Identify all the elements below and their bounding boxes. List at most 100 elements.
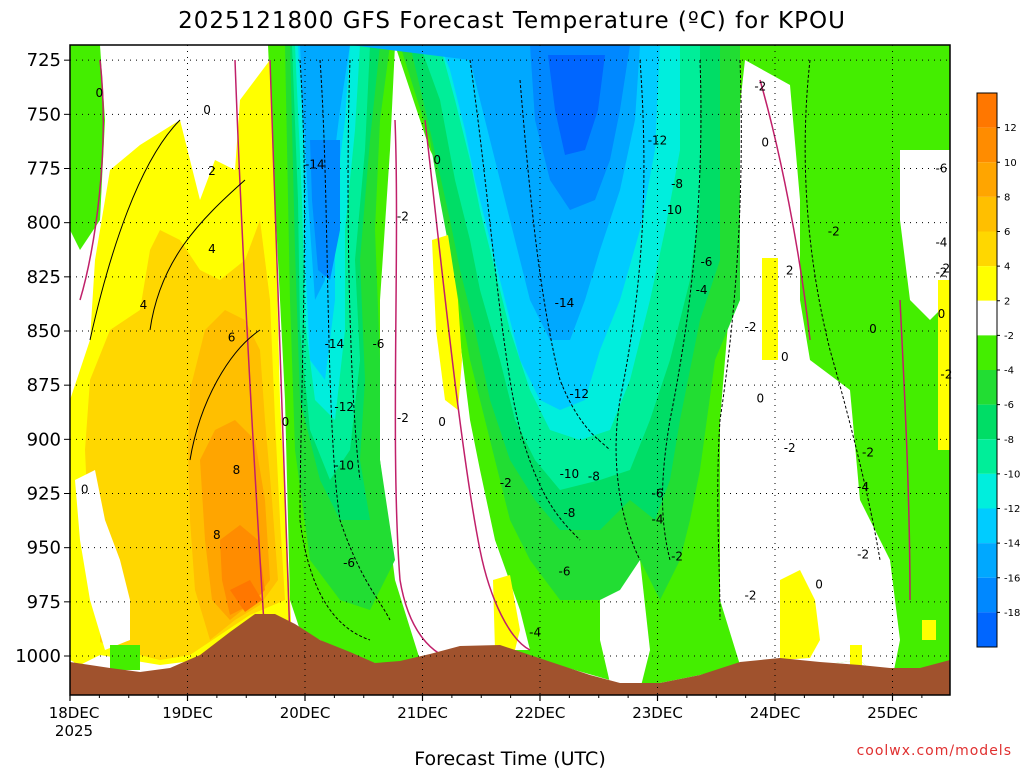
colorbar-swatch bbox=[977, 404, 997, 440]
colorbar-swatch bbox=[977, 473, 997, 509]
colorbar-swatch bbox=[977, 266, 997, 301]
contour-label: 0 bbox=[96, 86, 104, 100]
contour-label: -10 bbox=[334, 459, 354, 473]
contour-label: -14 bbox=[305, 157, 325, 171]
x-tick-year: 2025 bbox=[55, 722, 93, 740]
contour-label: 0 bbox=[203, 103, 211, 117]
contour-label: -12 bbox=[569, 387, 589, 401]
contour-label: -12 bbox=[648, 134, 668, 148]
contour-label: -6 bbox=[372, 337, 384, 351]
colorbar-label: 8 bbox=[1004, 192, 1010, 203]
colorbar: 12 10 8 6 4 2 -2 -4 -6 -8 -10 -12 -14 -16 -18 bbox=[976, 92, 1020, 648]
plot-frame bbox=[69, 44, 951, 696]
contour-label: 0 bbox=[815, 578, 823, 592]
contour-label: -2 bbox=[754, 79, 766, 93]
colorbar-swatch bbox=[977, 543, 997, 578]
colorbar-label: -16 bbox=[1004, 573, 1020, 584]
y-tick-label: 1000 bbox=[15, 646, 61, 667]
chart-title: 2025121800 GFS Forecast Temperature (ºC)… bbox=[178, 8, 846, 34]
contour-label: 8 bbox=[213, 528, 221, 542]
contour-label: 2 bbox=[208, 164, 216, 178]
terrain-surface bbox=[70, 614, 950, 695]
colorbar-label: -8 bbox=[1004, 435, 1014, 446]
contour-label: -2 bbox=[397, 209, 409, 223]
colorbar-label: -6 bbox=[1004, 400, 1014, 411]
y-tick-label: 800 bbox=[27, 213, 61, 234]
contour-label: 0 bbox=[938, 307, 946, 321]
contour-label: -4 bbox=[529, 625, 541, 639]
contour-label: -10 bbox=[662, 203, 682, 217]
colorbar-label: -12 bbox=[1004, 504, 1020, 515]
colorbar-swatch bbox=[977, 162, 997, 197]
colorbar-label: -14 bbox=[1004, 539, 1020, 550]
contour-label: -2 bbox=[397, 411, 409, 425]
y-tick-label: 775 bbox=[27, 159, 61, 180]
contour-label: 0 bbox=[781, 350, 789, 364]
contour-label: -12 bbox=[334, 400, 354, 414]
contour-label: -8 bbox=[671, 177, 683, 191]
colorbar-label: 12 bbox=[1004, 123, 1017, 134]
contour-label: -6 bbox=[652, 487, 664, 501]
contour-label: -14 bbox=[325, 337, 345, 351]
contour-label: 0 bbox=[433, 153, 441, 167]
y-tick-label: 725 bbox=[27, 50, 61, 71]
x-axis: 18DEC 19DEC 20DEC 21DEC 22DEC 23DEC 24DEC 25DEC… bbox=[49, 695, 923, 740]
contour-label: 2 bbox=[943, 261, 951, 275]
contour-label: -6 bbox=[700, 255, 712, 269]
colorbar-swatch bbox=[977, 300, 997, 336]
x-tick-label: 19DEC bbox=[162, 704, 213, 722]
contour-label: 6 bbox=[228, 331, 236, 345]
colorbar-swatch bbox=[977, 335, 997, 370]
contour-label: -2 bbox=[935, 266, 947, 280]
y-tick-label: 825 bbox=[27, 267, 61, 288]
colorbar-label: -10 bbox=[1004, 469, 1020, 480]
colorbar-swatch bbox=[977, 508, 997, 544]
y-tick-label: 900 bbox=[27, 429, 61, 450]
y-tick-label: 925 bbox=[27, 484, 61, 505]
colorbar-label: 6 bbox=[1004, 227, 1010, 238]
contour-label: 0 bbox=[756, 391, 764, 405]
contour-label: -4 bbox=[935, 235, 947, 249]
contour-label: -6 bbox=[935, 162, 947, 176]
contour-label: -2 bbox=[500, 476, 512, 490]
y-tick-label: 975 bbox=[27, 592, 61, 613]
contour-labels: 0 0 2 4 4 6 8 8 0 0 -14 -14 -6 -12 -10 -6 -2 0 -2 0 -2 -14 -12… bbox=[81, 79, 952, 639]
colorbar-swatch bbox=[977, 577, 997, 613]
contour-label: -2 bbox=[857, 547, 869, 561]
contour-label: 2 bbox=[786, 264, 794, 278]
contour-label: -4 bbox=[652, 513, 664, 527]
x-axis-label: Forecast Time (UTC) bbox=[414, 748, 605, 768]
x-tick-label: 22DEC bbox=[515, 704, 566, 722]
y-tick-label: 875 bbox=[27, 375, 61, 396]
x-tick-label: 23DEC bbox=[632, 704, 683, 722]
x-tick-label: 25DEC bbox=[867, 704, 918, 722]
contour-label: -4 bbox=[696, 283, 708, 297]
contour-label: -4 bbox=[857, 480, 869, 494]
colorbar-swatch bbox=[977, 93, 997, 128]
contour-label: -2 bbox=[784, 441, 796, 455]
colorbar-swatch bbox=[977, 127, 997, 163]
contour-label: -10 bbox=[560, 467, 580, 481]
x-tick-label: 21DEC bbox=[397, 704, 448, 722]
contour-label: -2 bbox=[745, 589, 757, 603]
contour-label: 0 bbox=[869, 322, 877, 336]
contour-label: -2 bbox=[862, 446, 874, 460]
contour-label: -14 bbox=[555, 296, 575, 310]
temperature-field bbox=[70, 45, 950, 695]
contour-label: 0 bbox=[81, 482, 89, 496]
credit-link[interactable]: coolwx.com/models bbox=[857, 743, 1012, 759]
contour-label: -8 bbox=[588, 469, 600, 483]
x-tick-label: 24DEC bbox=[750, 704, 801, 722]
colorbar-label: -2 bbox=[1004, 331, 1014, 342]
contour-label: -2 bbox=[940, 368, 952, 382]
colorbar-swatch bbox=[977, 196, 997, 232]
colorbar-label: -4 bbox=[1004, 366, 1014, 377]
colorbar-label: 2 bbox=[1004, 296, 1010, 307]
colorbar-swatch bbox=[977, 370, 997, 405]
colorbar-swatch bbox=[977, 439, 997, 474]
contour-label: -6 bbox=[558, 565, 570, 579]
contour-label: 0 bbox=[282, 415, 290, 429]
contour-label: -2 bbox=[671, 550, 683, 564]
y-tick-label: 750 bbox=[27, 104, 61, 125]
